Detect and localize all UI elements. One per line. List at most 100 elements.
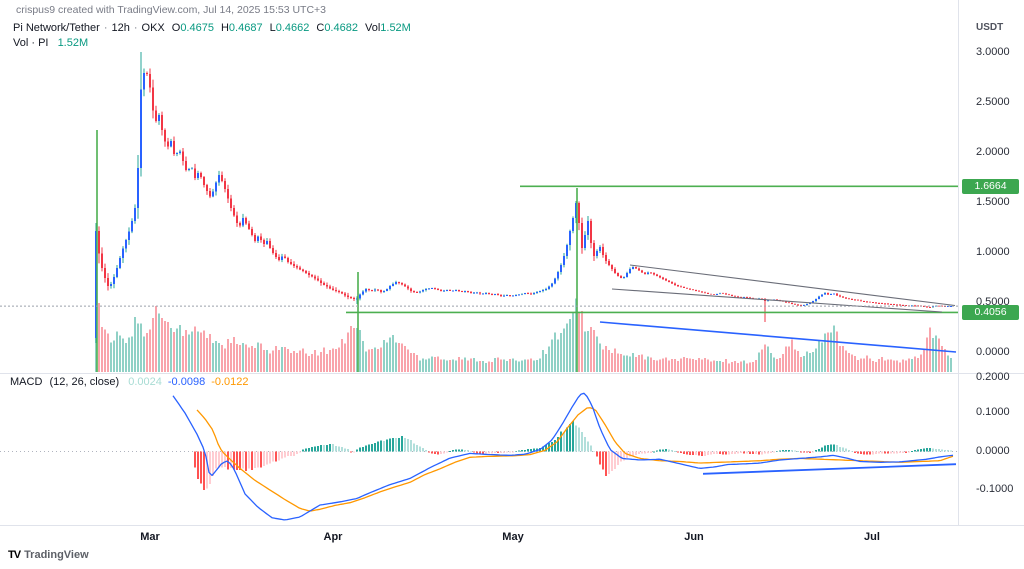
volume-bar [721, 362, 725, 372]
price-tick-label: 2.0000 [976, 146, 1010, 158]
macd-histogram-bar [820, 447, 824, 452]
macd-tick-label: 0.0000 [976, 444, 1010, 457]
volume-bar [844, 350, 848, 372]
volume-bar [601, 349, 605, 372]
volume-bar [295, 352, 299, 372]
macd-histogram-bar [244, 451, 248, 472]
candle-down [295, 265, 299, 268]
candle-down [682, 287, 686, 288]
candle-up [832, 293, 836, 295]
candle-down [223, 181, 227, 189]
macd-histogram-bar [589, 445, 593, 452]
candle-down [895, 304, 899, 306]
candle-down [826, 293, 830, 295]
candle-down [865, 301, 869, 303]
candle-down [310, 274, 314, 277]
candle-down [610, 265, 614, 269]
candle-up [196, 172, 200, 178]
candle-down [106, 277, 110, 286]
volume-bar [727, 363, 731, 372]
volume-bar [814, 348, 818, 372]
volume-bar [769, 353, 773, 372]
volume-bar [424, 359, 428, 372]
volume-bar [889, 359, 893, 372]
macd-histogram-bar [688, 451, 692, 455]
symbol-info-bar[interactable]: Pi Network/Tether · 12h · OKX O0.4675 H0.4687 L… [13, 22, 411, 34]
candle-down [841, 296, 845, 298]
volume-bar [460, 359, 464, 372]
price-line-badge-1.6664[interactable]: 1.6664 [962, 178, 1019, 194]
macd-histogram-bar [523, 449, 527, 452]
volume-bar [808, 352, 812, 372]
macd-histogram-bar [829, 444, 833, 452]
macd-histogram-bar [835, 445, 839, 452]
candle-down [370, 290, 374, 292]
candle-up [211, 191, 215, 197]
candle-down [616, 273, 620, 276]
macd-histogram-bar [697, 451, 701, 456]
candle-down [379, 290, 383, 292]
candle-down [229, 198, 233, 208]
macd-histogram-bar [448, 451, 452, 452]
macd-histogram-bar [520, 450, 524, 452]
volume-indicator-label[interactable]: Vol · PI 1.52M [13, 37, 88, 49]
price-tick-label: 3.0000 [976, 46, 1010, 58]
candle-up [811, 301, 815, 303]
volume-bar [211, 342, 215, 372]
candle-down [640, 270, 644, 273]
macd-histogram-bar [580, 431, 584, 452]
candle-up [817, 296, 821, 299]
macd-histogram-bar [949, 450, 953, 452]
macd-indicator-label[interactable]: MACD (12, 26, close) 0.0024 -0.0098 -0.012… [10, 376, 249, 388]
volume-bar [583, 331, 587, 372]
price-line-badge-0.4056[interactable]: 0.4056 [962, 304, 1019, 320]
candle-down [724, 293, 728, 295]
interval-label[interactable]: 12h [111, 22, 130, 34]
candle-up [514, 295, 518, 296]
macd-histogram-bar [499, 451, 503, 454]
candle-down [205, 185, 209, 191]
tradingview-logo[interactable]: TV TradingView [8, 549, 89, 561]
candle-up [190, 168, 194, 170]
volume-bar [457, 357, 461, 372]
macd-histogram-bar [562, 432, 566, 452]
volume-bar [544, 353, 548, 372]
volume-bar [760, 349, 764, 372]
candle-down [727, 294, 731, 296]
volume-bar [613, 348, 617, 372]
volume-bar [736, 363, 740, 372]
candle-down [184, 161, 188, 170]
macd-histogram-bar [775, 451, 779, 453]
volume-bar [184, 329, 188, 372]
candle-down [799, 305, 803, 307]
volume-bar [433, 356, 437, 372]
candle-down [700, 291, 704, 293]
volume-bar [799, 356, 803, 372]
candle-up [214, 182, 218, 192]
candle-down [748, 297, 752, 299]
macd-histogram-bar [622, 451, 626, 461]
macd-histogram-bar [316, 445, 320, 452]
volume-bar [646, 356, 650, 372]
macd-value: -0.0122 [211, 376, 249, 388]
volume-bar [571, 312, 575, 372]
macd-histogram-bar [307, 448, 311, 452]
candle-up [136, 168, 140, 208]
candle-down [745, 297, 749, 299]
macd-trendline [702, 463, 957, 475]
candle-down [868, 301, 872, 303]
symbol-name[interactable]: Pi Network/Tether [13, 22, 100, 34]
macd-histogram-bar [241, 451, 245, 469]
candle-down [898, 304, 902, 306]
macd-histogram-bar [715, 451, 719, 454]
volume-bar [241, 343, 245, 372]
volume-bar [328, 350, 332, 372]
volume-trendline [599, 321, 957, 353]
macd-histogram-bar [766, 451, 770, 454]
candle-down [289, 261, 293, 264]
volume-bar [823, 333, 827, 372]
candle-up [358, 294, 362, 299]
volume-bar [673, 359, 677, 372]
candle-up [109, 283, 113, 286]
